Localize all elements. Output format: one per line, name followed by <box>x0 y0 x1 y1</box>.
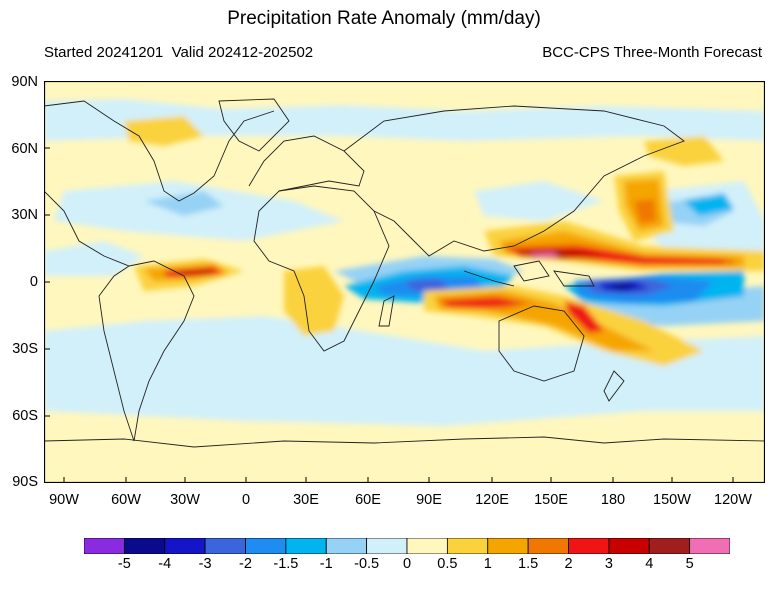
precipitation-anomaly-map <box>44 81 765 483</box>
colorbar-label: 1.5 <box>518 556 539 572</box>
colorbar-cell <box>366 538 408 554</box>
colorbar-label: 1 <box>483 556 492 572</box>
lat-ticks <box>44 147 50 417</box>
colorbar-cell <box>689 538 730 554</box>
coast-asia <box>343 105 685 257</box>
coast-antarctica <box>44 436 765 448</box>
lat-label-60s: 60S <box>12 408 38 424</box>
started-label: Started 20241201 <box>44 44 164 61</box>
colorbar-label: -1.5 <box>273 556 299 572</box>
lon-label-120w: 120W <box>714 492 752 508</box>
colorbar-label: 0.5 <box>437 556 458 572</box>
lon-label-120e: 120E <box>475 492 509 508</box>
coast-madagascar <box>378 295 395 327</box>
lat-label-90n: 90N <box>11 74 38 90</box>
lat-label-30n: 30N <box>11 207 38 223</box>
lat-label-30s: 30S <box>12 341 38 357</box>
colorbar-cell <box>123 538 166 554</box>
lat-label-90s: 90S <box>12 474 38 490</box>
anomaly-region <box>44 241 144 276</box>
anomaly-region <box>684 193 734 216</box>
lon-label-60e: 60E <box>355 492 381 508</box>
model-label: BCC-CPS Three-Month Forecast <box>542 44 762 61</box>
valid-label: Valid 202412-202502 <box>171 44 314 61</box>
colorbar-label: 3 <box>604 556 613 572</box>
colorbar-label: 4 <box>645 556 654 572</box>
colorbar-cell <box>245 538 287 554</box>
coast-africa <box>253 185 390 352</box>
colorbar-label: -5 <box>117 556 131 572</box>
coast-north-america <box>44 100 275 267</box>
colorbar-label: -3 <box>198 556 212 572</box>
anomaly-region <box>529 253 559 257</box>
forecast-dates: Started 20241201 Valid 202412-202502 <box>44 44 313 61</box>
colorbar-label: 5 <box>685 556 694 572</box>
lat-label-0: 0 <box>29 274 38 290</box>
colorbar-cell <box>446 538 489 554</box>
lon-label-60w: 60W <box>111 492 141 508</box>
colorbar-label: -2 <box>239 556 252 572</box>
anomaly-region <box>564 301 604 333</box>
coast-australia <box>498 305 585 382</box>
colorbar-cell <box>164 538 206 554</box>
lon-label-150w: 150W <box>653 492 691 508</box>
colorbar-label: 0 <box>402 556 412 572</box>
coast-south-america <box>98 260 195 442</box>
colorbar-cell <box>648 538 691 554</box>
anomaly-region <box>444 298 524 308</box>
colorbar-cell <box>608 538 650 554</box>
colorbar-label: -0.5 <box>354 556 380 572</box>
coast-maritime-continent <box>463 260 595 287</box>
colorbar-cell <box>406 538 448 554</box>
lon-label-90w: 90W <box>49 492 79 508</box>
colorbar-cell <box>204 538 246 554</box>
lon-label-30w: 30W <box>170 492 200 508</box>
lon-label-0: 0 <box>241 492 251 508</box>
coast-greenland <box>218 98 290 152</box>
coastlines <box>44 98 765 448</box>
lat-label-60n: 60N <box>11 141 38 157</box>
anomaly-region <box>609 283 636 290</box>
lon-label-90e: 90E <box>416 492 442 508</box>
colorbar-label: 2 <box>564 556 573 572</box>
lon-label-30e: 30E <box>293 492 319 508</box>
colorbar-cell <box>285 538 327 554</box>
anomaly-region <box>644 136 724 166</box>
colorbar-cell <box>568 538 610 554</box>
colorbar-cell <box>527 538 569 554</box>
colorbar-cell <box>84 538 125 554</box>
lon-label-150e: 150E <box>534 492 568 508</box>
colorbar-label: -4 <box>158 556 172 572</box>
lon-ticks <box>63 477 734 483</box>
colorbar-cell <box>487 538 529 554</box>
anomaly-region <box>174 269 216 276</box>
anomaly-region <box>404 279 449 291</box>
anomaly-region <box>634 199 656 223</box>
lon-label-180: 180 <box>600 492 626 508</box>
anomaly-region <box>474 181 604 221</box>
coast-europe <box>248 135 365 192</box>
colorbar-label: -1 <box>319 556 333 572</box>
colorbar-cell <box>325 538 368 554</box>
anomaly-region <box>44 316 765 426</box>
anomaly-region <box>124 116 204 146</box>
colorbar <box>84 538 730 554</box>
anomaly-region <box>144 191 224 216</box>
coast-new-zealand <box>603 370 625 402</box>
chart-title: Precipitation Rate Anomaly (mm/day) <box>227 8 541 29</box>
